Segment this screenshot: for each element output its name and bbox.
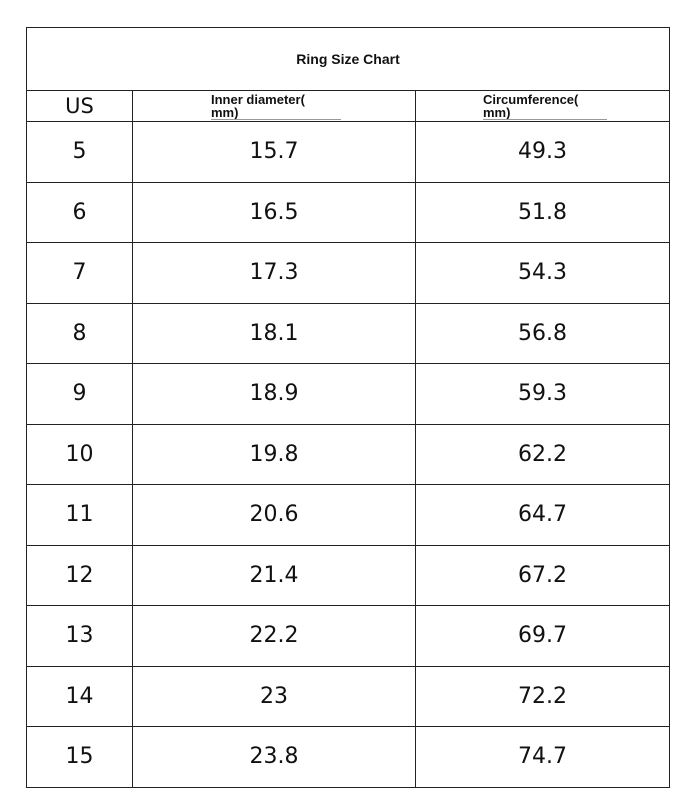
cell-circumference: 62.2: [414, 423, 671, 485]
cell-circumference: 72.2: [414, 665, 671, 727]
cell-inner-diameter: 20.6: [132, 484, 416, 546]
cell-circumference: 69.7: [414, 605, 671, 667]
header-inner-line2: mm): [211, 105, 239, 120]
table-row: 8 18.1 56.8: [26, 302, 671, 364]
cell-inner-diameter: 17.3: [132, 242, 416, 304]
header-circ-line2: mm): [483, 105, 511, 120]
table-row: 6 16.5 51.8: [26, 181, 671, 243]
cell-us: 13: [26, 605, 133, 667]
cell-us: 5: [26, 121, 133, 183]
cell-us: 14: [26, 665, 133, 727]
table-row: 9 18.9 59.3: [26, 363, 671, 425]
table-row: 12 21.4 67.2: [26, 544, 671, 606]
header-underline: [483, 119, 607, 120]
table-row: 5 15.7 49.3: [26, 121, 671, 183]
cell-circumference: 64.7: [414, 484, 671, 546]
table-row: 7 17.3 54.3: [26, 242, 671, 304]
cell-inner-diameter: 21.4: [132, 544, 416, 606]
cell-circumference: 54.3: [414, 242, 671, 304]
cell-inner-diameter: 18.9: [132, 363, 416, 425]
cell-us: 10: [26, 423, 133, 485]
cell-circumference: 56.8: [414, 302, 671, 364]
table-row: 14 23 72.2: [26, 665, 671, 727]
cell-circumference: 74.7: [414, 726, 671, 788]
cell-us: 7: [26, 242, 133, 304]
header-circumference: Circumference( mm): [414, 90, 671, 122]
cell-us: 6: [26, 181, 133, 243]
table-row: 10 19.8 62.2: [26, 423, 671, 485]
cell-inner-diameter: 23.8: [132, 726, 416, 788]
cell-circumference: 51.8: [414, 181, 671, 243]
cell-inner-diameter: 23: [132, 665, 416, 727]
header-us: US: [26, 90, 133, 122]
table-title: Ring Size Chart: [25, 27, 671, 91]
cell-us: 15: [26, 726, 133, 788]
header-inner-line1: Inner diameter(: [211, 92, 305, 107]
title-row: Ring Size Chart: [25, 27, 671, 91]
header-row: US Inner diameter( mm) Circumference( mm…: [26, 90, 671, 122]
ring-size-table: Ring Size Chart US Inner diameter( mm) C…: [25, 27, 671, 788]
header-underline: [211, 119, 341, 120]
cell-inner-diameter: 22.2: [132, 605, 416, 667]
cell-us: 9: [26, 363, 133, 425]
cell-inner-diameter: 15.7: [132, 121, 416, 183]
cell-inner-diameter: 16.5: [132, 181, 416, 243]
table-row: 13 22.2 69.7: [26, 605, 671, 667]
cell-inner-diameter: 19.8: [132, 423, 416, 485]
cell-us: 11: [26, 484, 133, 546]
table-row: 15 23.8 74.7: [26, 726, 671, 788]
cell-inner-diameter: 18.1: [132, 302, 416, 364]
header-circ-line1: Circumference(: [483, 92, 579, 107]
cell-us: 12: [26, 544, 133, 606]
cell-circumference: 49.3: [414, 121, 671, 183]
table-row: 11 20.6 64.7: [26, 484, 671, 546]
cell-circumference: 59.3: [414, 363, 671, 425]
cell-us: 8: [26, 302, 133, 364]
cell-circumference: 67.2: [414, 544, 671, 606]
header-inner-diameter: Inner diameter( mm): [132, 90, 416, 122]
